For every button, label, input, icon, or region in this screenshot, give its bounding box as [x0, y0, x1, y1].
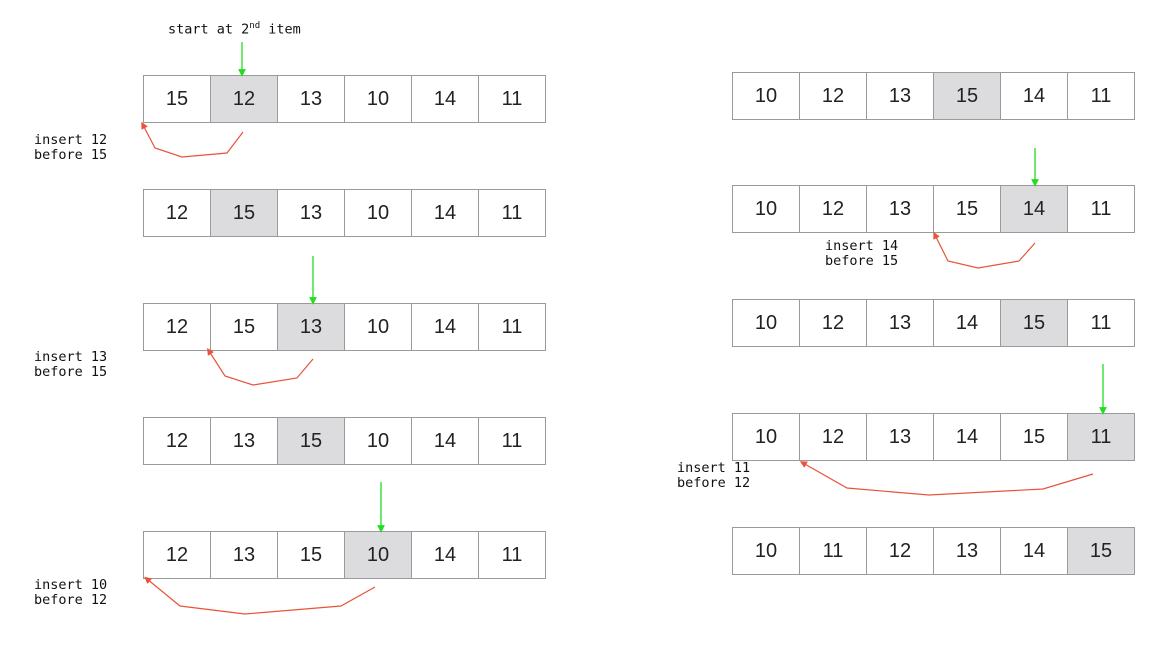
array-cell: 12: [799, 185, 867, 233]
array-cell-current: 15: [1000, 299, 1068, 347]
insert-arrow-2: [207, 347, 314, 386]
array-cell: 11: [478, 531, 546, 579]
array-cell: 13: [210, 417, 278, 465]
array-cell: 11: [478, 417, 546, 465]
array-cell: 13: [866, 185, 934, 233]
array-cell: 14: [1000, 527, 1068, 575]
array-cell: 11: [478, 75, 546, 123]
array-cell: 10: [344, 417, 412, 465]
insert-note-4: insert 14 before 15: [825, 238, 899, 269]
array-cell: 13: [866, 413, 934, 461]
array-cell: 10: [344, 189, 412, 237]
insert-arrow-1: [141, 121, 244, 158]
array-cell: 14: [411, 189, 479, 237]
array-cell: 11: [478, 189, 546, 237]
array-step-3: 12 15 13 10 14 11: [143, 303, 549, 351]
insert-arrow-3: [144, 576, 376, 615]
array-cell: 13: [277, 75, 345, 123]
array-cell: 10: [732, 527, 800, 575]
insert-note-2: insert 13 before 15: [34, 349, 108, 380]
array-cell: 10: [344, 303, 412, 351]
array-step-6: 10 12 13 15 14 11: [732, 72, 1138, 120]
array-cell: 10: [732, 185, 800, 233]
array-step-7: 10 12 13 15 14 11: [732, 185, 1138, 233]
insert-note-5: insert 11 before 12: [677, 460, 751, 491]
insert-arrow-4: [933, 231, 1036, 269]
array-cell: 11: [1067, 72, 1135, 120]
insert-arrow-5: [799, 461, 1094, 496]
array-cell-current: 11: [1067, 413, 1135, 461]
array-step-8: 10 12 13 14 15 11: [732, 299, 1138, 347]
start-label: start at 2nd item: [168, 21, 301, 38]
array-step-9: 10 12 13 14 15 11: [732, 413, 1138, 461]
array-cell: 14: [411, 75, 479, 123]
array-cell: 14: [411, 531, 479, 579]
array-cell: 11: [1067, 185, 1135, 233]
array-cell: 12: [143, 189, 211, 237]
array-step-1: 15 12 13 10 14 11: [143, 75, 549, 123]
array-cell: 13: [210, 531, 278, 579]
array-step-2: 12 15 13 10 14 11: [143, 189, 549, 237]
array-cell: 11: [799, 527, 867, 575]
array-cell-current: 15: [210, 189, 278, 237]
array-cell: 13: [277, 189, 345, 237]
array-step-5: 12 13 15 10 14 11: [143, 531, 549, 579]
array-cell: 14: [411, 417, 479, 465]
array-cell: 12: [143, 417, 211, 465]
array-cell: 14: [1000, 72, 1068, 120]
array-cell: 14: [933, 299, 1001, 347]
insert-note-1: insert 12 before 15: [34, 132, 108, 163]
array-cell: 13: [866, 299, 934, 347]
array-cell-current: 13: [277, 303, 345, 351]
array-cell: 15: [143, 75, 211, 123]
array-cell: 15: [1000, 413, 1068, 461]
array-cell: 15: [933, 185, 1001, 233]
insert-note-3: insert 10 before 12: [34, 577, 108, 608]
array-cell-current: 15: [1067, 527, 1135, 575]
array-cell: 11: [1067, 299, 1135, 347]
array-cell: 11: [478, 303, 546, 351]
array-cell: 10: [732, 299, 800, 347]
array-cell: 13: [866, 72, 934, 120]
array-cell: 12: [799, 413, 867, 461]
array-cell: 10: [732, 72, 800, 120]
array-cell: 10: [344, 75, 412, 123]
array-cell: 15: [210, 303, 278, 351]
array-cell-current: 15: [277, 417, 345, 465]
array-step-4: 12 13 15 10 14 11: [143, 417, 549, 465]
array-cell: 12: [799, 72, 867, 120]
array-cell: 12: [143, 531, 211, 579]
array-step-10: 10 11 12 13 14 15: [732, 527, 1138, 575]
array-cell: 13: [933, 527, 1001, 575]
array-cell: 10: [732, 413, 800, 461]
